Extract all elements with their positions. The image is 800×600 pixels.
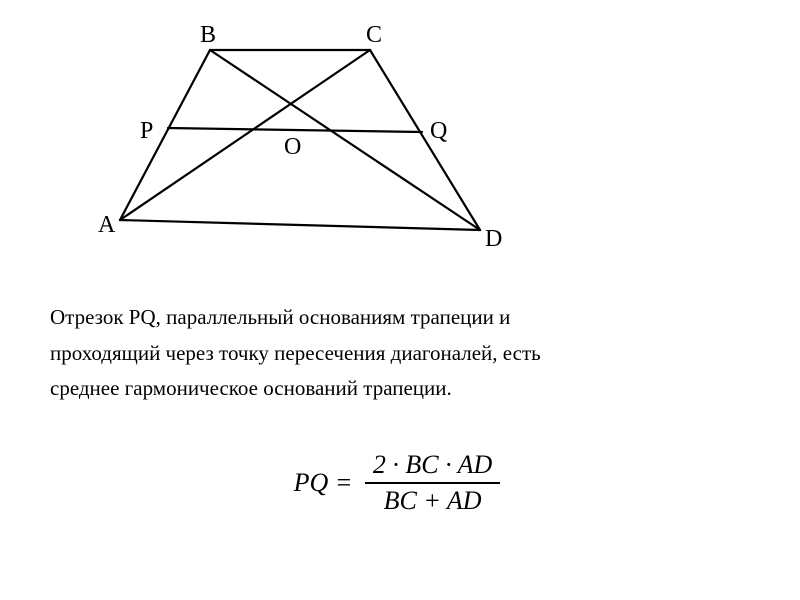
svg-text:В: В <box>200 22 216 48</box>
diagram-labels: А В С D Р Q О <box>98 22 502 252</box>
formula-equals: = <box>335 468 353 497</box>
theorem-line-2: проходящий через точку пересечения диаго… <box>50 341 541 365</box>
harmonic-mean-formula: PQ = 2 · BC · AD BC + AD <box>0 450 800 516</box>
formula-numerator: 2 · BC · AD <box>365 450 500 484</box>
svg-text:С: С <box>366 22 382 48</box>
svg-text:D: D <box>485 226 502 252</box>
theorem-line-3: среднее гармоническое оснований трапеции… <box>50 376 452 400</box>
formula-lhs: PQ <box>294 468 329 497</box>
trapezoid-diagram: А В С D Р Q О <box>80 20 520 260</box>
svg-text:О: О <box>284 134 301 160</box>
diagram-svg: А В С D Р Q О <box>80 20 520 260</box>
svg-text:А: А <box>98 212 116 238</box>
formula-denominator: BC + AD <box>365 484 500 516</box>
svg-text:Р: Р <box>140 118 153 144</box>
svg-text:Q: Q <box>430 118 447 144</box>
formula-fraction: 2 · BC · AD BC + AD <box>365 450 500 516</box>
theorem-line-1: Отрезок PQ, параллельный основаниям трап… <box>50 305 510 329</box>
theorem-text: Отрезок PQ, параллельный основаниям трап… <box>50 300 750 407</box>
